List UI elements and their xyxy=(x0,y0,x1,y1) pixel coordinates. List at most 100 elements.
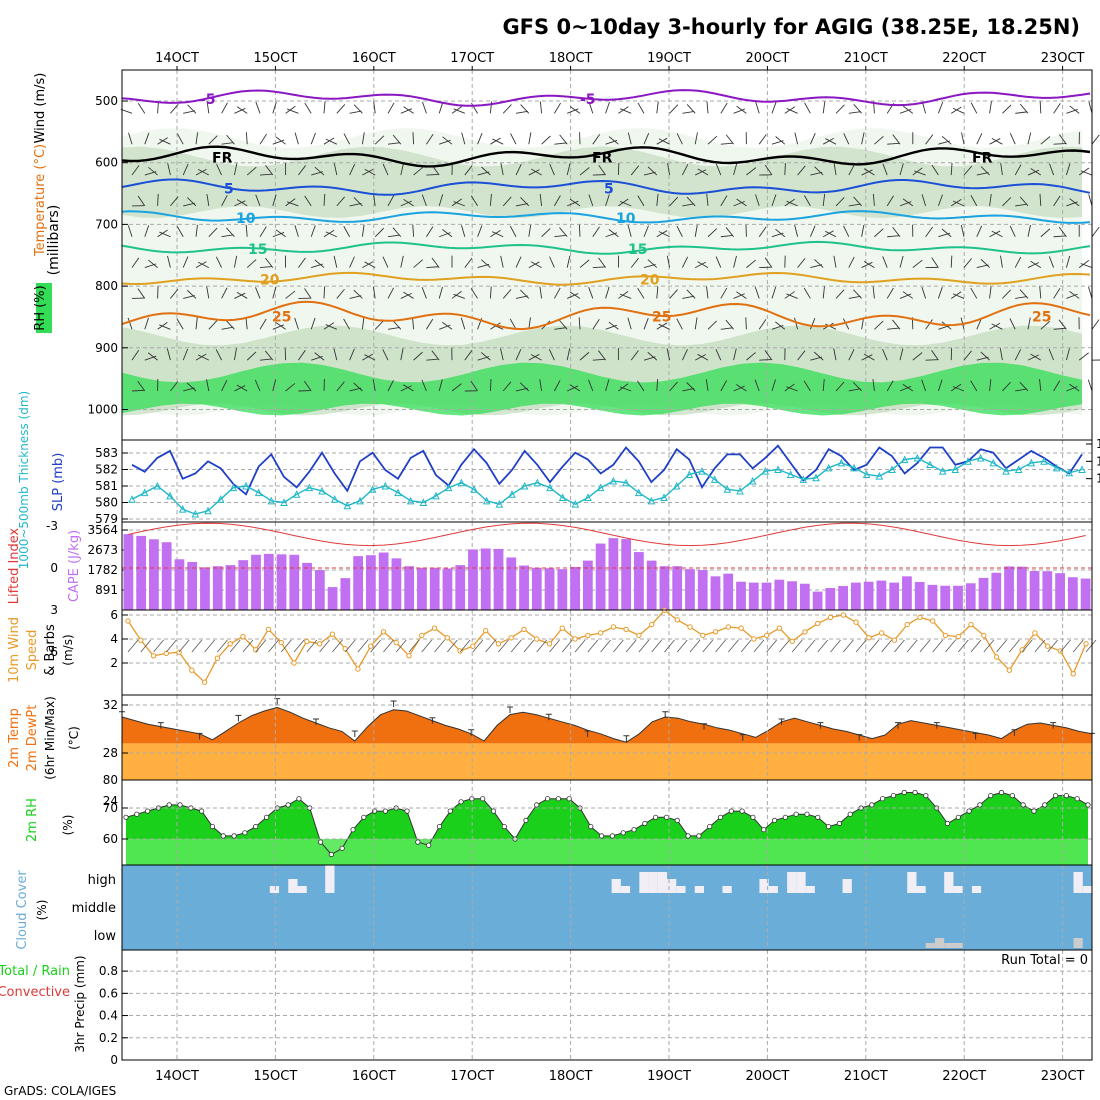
wind-barb xyxy=(1088,286,1093,299)
wind-barb xyxy=(310,225,316,237)
wind-barb xyxy=(1053,195,1061,207)
date-label-bottom: 15OCT xyxy=(254,1069,298,1084)
wind-barb xyxy=(215,349,223,361)
wind-barb xyxy=(835,104,845,114)
wind-barb xyxy=(931,164,939,176)
wind-barb xyxy=(120,108,133,114)
wind-barb xyxy=(637,195,645,207)
wind-barb xyxy=(265,257,274,268)
temp-max-marker xyxy=(157,722,164,729)
wind-barb xyxy=(148,166,158,176)
wind-barb xyxy=(554,142,567,145)
wind-barb xyxy=(822,193,826,206)
wind-barb xyxy=(755,101,760,114)
wind-barb xyxy=(809,225,816,237)
wind-barb xyxy=(364,168,376,176)
y-tick-label: 891 xyxy=(95,583,118,597)
wind-barb xyxy=(208,135,218,145)
cape-bar xyxy=(327,587,338,610)
wind10-barb xyxy=(919,639,931,653)
wind-barb xyxy=(764,164,773,176)
thickness-marker xyxy=(242,481,250,490)
precip-bg xyxy=(122,950,1092,1060)
wind10-barb xyxy=(255,639,267,653)
wind-barb xyxy=(1015,111,1028,114)
cloud-high-bar xyxy=(805,886,815,893)
rh2m-point xyxy=(609,833,616,839)
wind-barb xyxy=(1069,105,1080,114)
wind-barb xyxy=(373,101,376,114)
rh2m-point xyxy=(836,820,842,827)
wind-barb xyxy=(554,327,567,330)
wind-barb xyxy=(403,291,414,299)
upper-axis-label: (millibars) xyxy=(46,205,62,276)
wind10-panel: 6 4 2 10m Wind Speed & Barbs (m/s) xyxy=(7,607,1097,696)
date-label-bottom: 23OCT xyxy=(1041,1069,1085,1084)
wind-barb xyxy=(325,231,337,238)
wind-barb xyxy=(814,166,824,176)
wind-barb xyxy=(963,165,973,176)
thickness-marker xyxy=(824,463,833,472)
wind-barb xyxy=(554,287,561,299)
wind-barb xyxy=(706,286,709,299)
rh2m-point xyxy=(642,820,648,827)
wind10-point xyxy=(521,626,527,633)
wind10-point xyxy=(559,625,565,631)
wind-barb xyxy=(666,255,671,268)
rh2m-point xyxy=(242,830,248,836)
cape-bar xyxy=(531,567,542,610)
wind10-point xyxy=(316,641,323,647)
date-label-bottom: 17OCT xyxy=(450,1069,494,1084)
cloud-high-bar xyxy=(796,872,806,893)
rh2m-point xyxy=(339,845,345,851)
wind-barb xyxy=(567,385,579,392)
wind-barb xyxy=(941,228,952,238)
li-tick-label: 0 xyxy=(50,561,58,575)
thickness-marker xyxy=(672,481,681,490)
isotherm-black xyxy=(121,145,1091,168)
rh2m-point xyxy=(847,811,853,817)
wind10-point xyxy=(393,639,399,646)
wind-barb xyxy=(259,226,267,237)
date-label-top: 14OCT xyxy=(155,51,199,66)
wind-barb xyxy=(1014,256,1022,268)
isotherm-label: FR xyxy=(592,151,613,167)
cloud-high-bar xyxy=(759,879,769,893)
wind-barb xyxy=(272,379,277,392)
cape-bar xyxy=(1004,566,1014,610)
wind-barb xyxy=(144,355,157,361)
cloud-high-bar xyxy=(269,886,280,893)
wind-barb xyxy=(950,255,953,268)
wind-barb xyxy=(902,383,914,392)
wind-barb xyxy=(736,105,747,114)
cloud-high-bar xyxy=(657,872,668,893)
wind-barb xyxy=(874,228,884,238)
cape-bar xyxy=(366,555,376,610)
thickness-marker xyxy=(647,496,656,505)
wind-barb xyxy=(272,232,285,238)
wind-barb xyxy=(245,132,248,145)
rh2m-point xyxy=(782,814,788,820)
wind10-barb xyxy=(983,639,995,653)
wind-barb xyxy=(598,164,606,176)
wind-barb xyxy=(725,319,734,330)
wind-barb xyxy=(1080,170,1093,176)
wind-barb xyxy=(809,317,816,330)
cloud-high-bar xyxy=(787,872,797,893)
date-label-bottom: 22OCT xyxy=(942,1069,986,1084)
wind-barb xyxy=(822,101,826,114)
wind-barb xyxy=(502,196,512,207)
wind-barb xyxy=(1009,133,1016,145)
isotherm-label: 10 xyxy=(616,211,636,227)
wind-barb xyxy=(853,289,862,299)
wind-barb xyxy=(413,166,424,176)
li-tick-label: 3 xyxy=(50,603,58,617)
wind-barb xyxy=(236,106,248,114)
wind-barb xyxy=(343,318,350,330)
wind-barb xyxy=(426,266,439,269)
wind-barb xyxy=(970,380,978,392)
wind-barb xyxy=(400,255,404,268)
wind-barb xyxy=(234,292,246,299)
wind-barb xyxy=(255,194,261,207)
wind-barb xyxy=(794,224,799,237)
